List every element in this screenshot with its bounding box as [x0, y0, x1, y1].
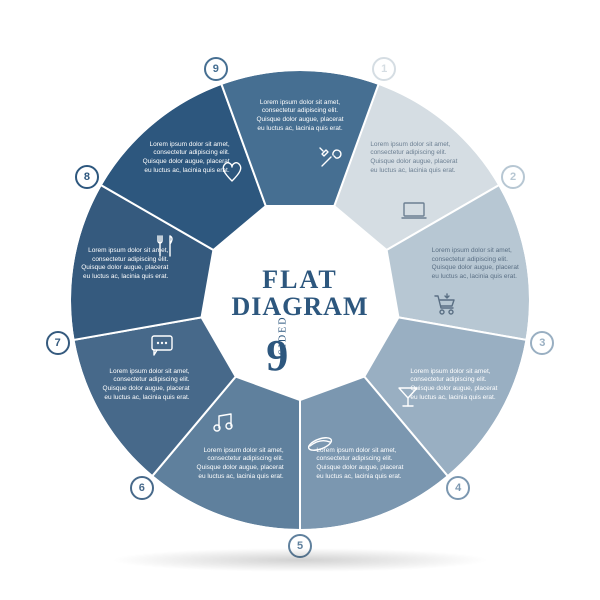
- hotdog-icon: [307, 431, 333, 457]
- tools-icon: [317, 145, 343, 171]
- cutlery-icon: [153, 233, 179, 259]
- diagram-stage: FLAT DIAGRAM 9SIDED 123456789 Lorem ipsu…: [0, 0, 600, 600]
- segment-text-6: Lorem ipsum dolor sit amet, consectetur …: [100, 368, 190, 403]
- segment-text-5: Lorem ipsum dolor sit amet, consectetur …: [194, 447, 284, 482]
- segment-text-2: Lorem ipsum dolor sit amet, consectetur …: [432, 247, 522, 282]
- music-icon: [210, 410, 236, 436]
- cart-icon: [432, 292, 458, 318]
- center-subtitle: 9SIDED: [266, 330, 333, 381]
- laptop-icon: [401, 198, 427, 224]
- chat-icon: [149, 332, 175, 358]
- segment-badge-9: 9: [204, 57, 228, 81]
- segment-text-8: Lorem ipsum dolor sit amet, consectetur …: [140, 141, 230, 176]
- cocktail-icon: [395, 384, 421, 410]
- drop-shadow: [110, 548, 490, 572]
- center-title: FLAT DIAGRAM: [210, 266, 390, 321]
- segment-badge-2: 2: [501, 165, 525, 189]
- segment-text-9: Lorem ipsum dolor sit amet, consectetur …: [255, 99, 345, 134]
- center-title-line2: DIAGRAM: [210, 293, 390, 320]
- center-title-line1: FLAT: [210, 266, 390, 293]
- heart-icon: [219, 159, 245, 185]
- segment-text-3: Lorem ipsum dolor sit amet, consectetur …: [410, 368, 500, 403]
- segment-badge-8: 8: [75, 165, 99, 189]
- segment-badge-1: 1: [372, 57, 396, 81]
- segment-badge-3: 3: [530, 331, 554, 355]
- center-sub-label: SIDED: [277, 316, 288, 355]
- segment-badge-7: 7: [46, 331, 70, 355]
- segment-text-1: Lorem ipsum dolor sit amet, consectetur …: [370, 141, 460, 176]
